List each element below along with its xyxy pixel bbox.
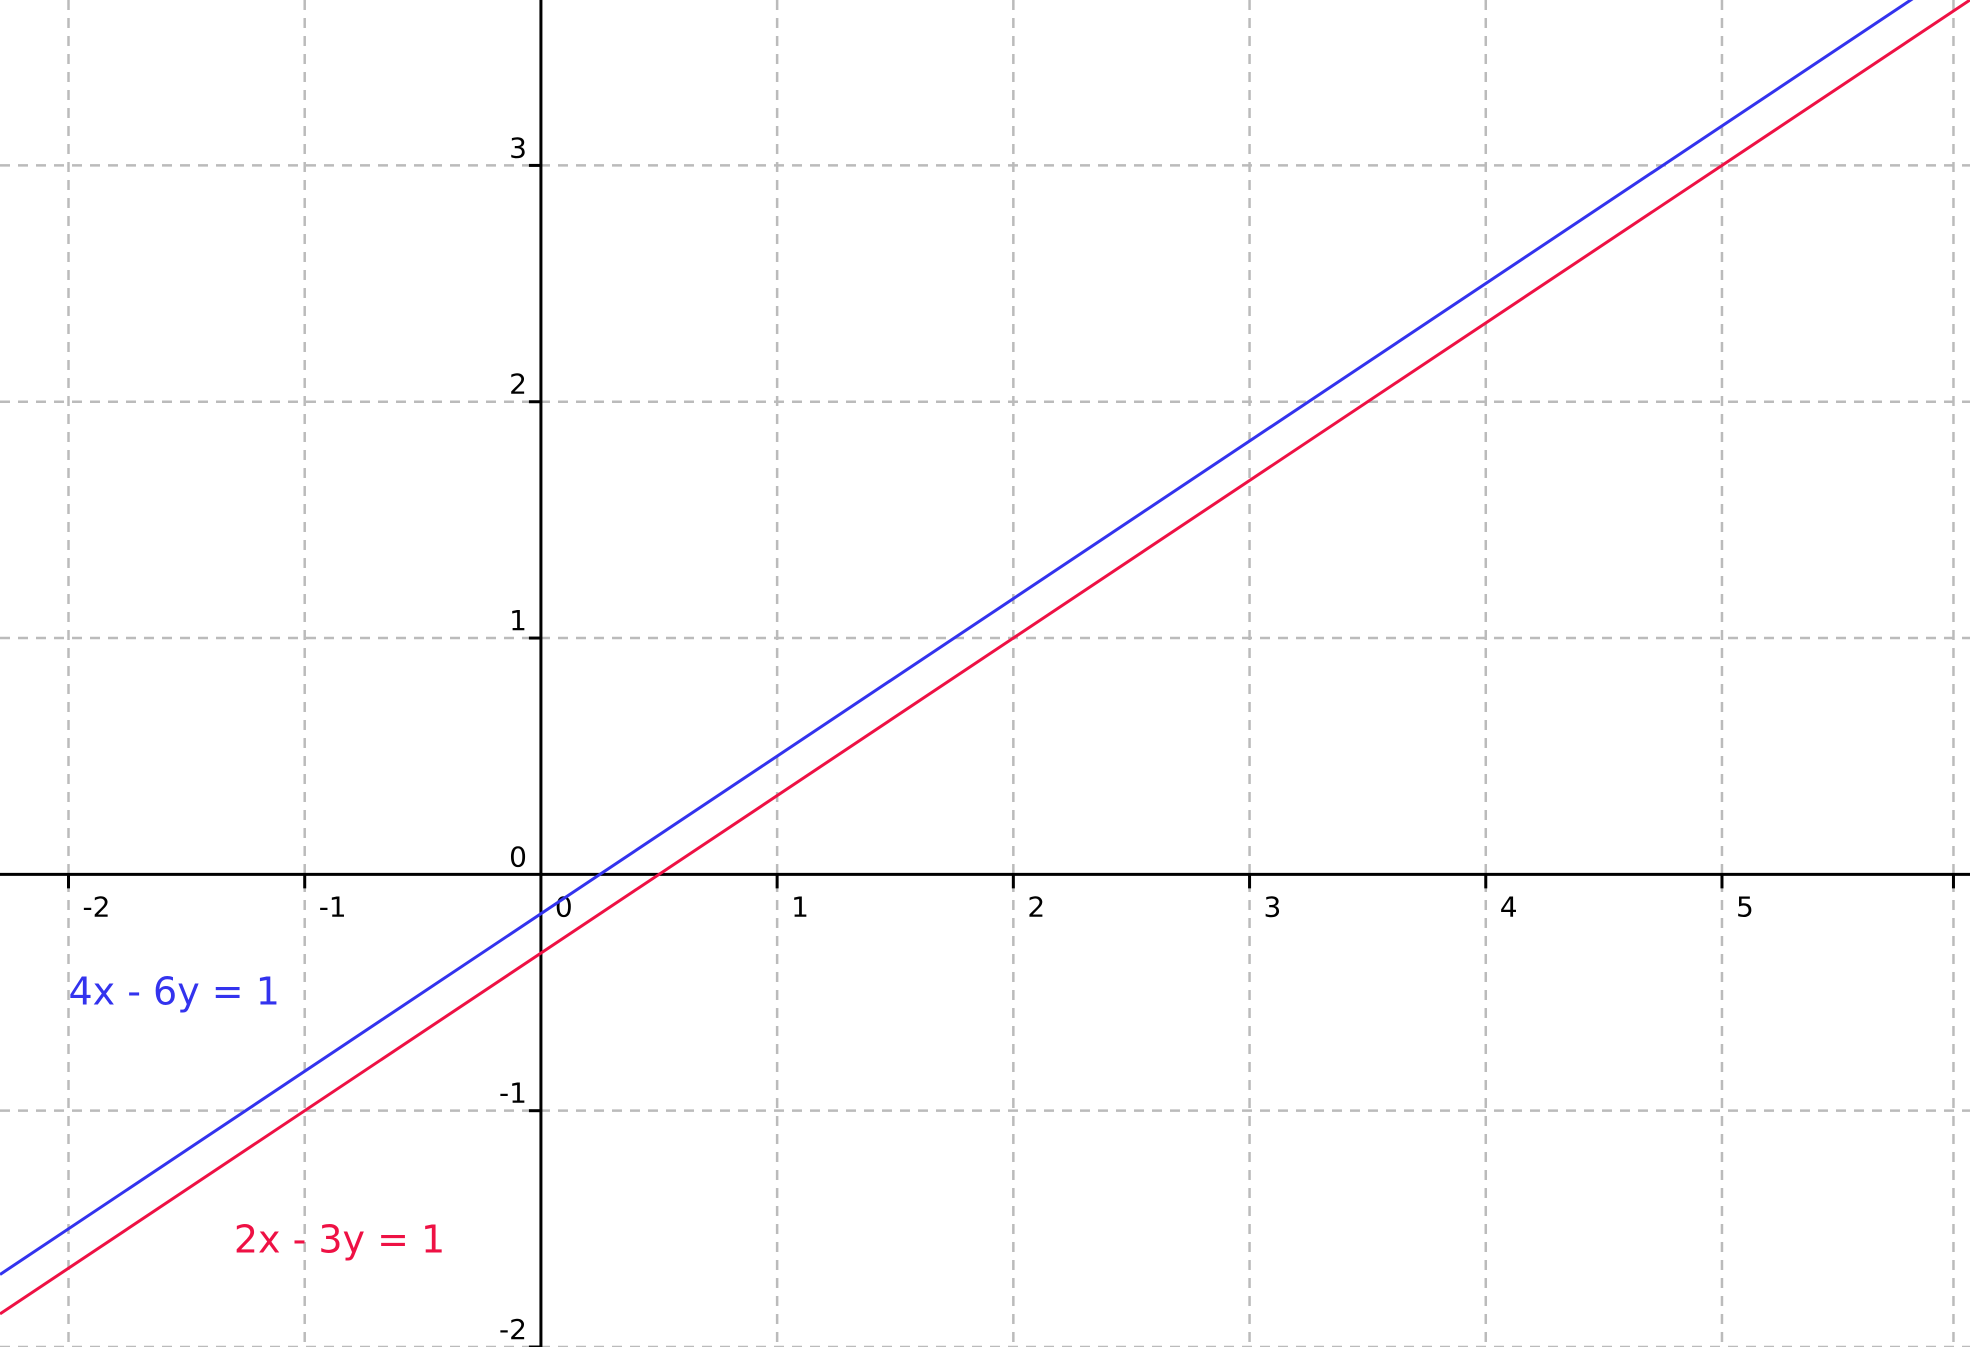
series-line-1 [0, 0, 1970, 1316]
y-tick-label: -1 [499, 1077, 527, 1110]
series-line-0 [0, 0, 1914, 1276]
tick-marks [67, 163, 1955, 1347]
tick-labels: -2 -1 0 1 2 3 4 5 -2 -1 0 1 2 3 [83, 131, 1754, 1346]
x-tick-label: -2 [83, 890, 111, 923]
x-tick-label: 3 [1264, 890, 1282, 923]
x-tick-label: 2 [1027, 890, 1045, 923]
series-lines [0, 0, 1970, 1316]
y-tick-label: 2 [509, 368, 527, 401]
x-tick-label: 1 [791, 890, 809, 923]
series-label-1: 2x - 3y = 1 [234, 1217, 445, 1261]
x-tick-label: -1 [319, 890, 347, 923]
y-tick-label: 3 [509, 131, 527, 164]
x-tick-label: 5 [1736, 890, 1754, 923]
y-tick-label: 1 [509, 604, 527, 637]
series-labels: 4x - 6y = 1 2x - 3y = 1 [69, 969, 446, 1261]
x-tick-label: 0 [555, 890, 573, 923]
series-label-0: 4x - 6y = 1 [69, 969, 280, 1013]
y-tick-label: 0 [509, 840, 527, 873]
x-tick-label: 4 [1500, 890, 1518, 923]
y-tick-label: -2 [499, 1313, 527, 1346]
